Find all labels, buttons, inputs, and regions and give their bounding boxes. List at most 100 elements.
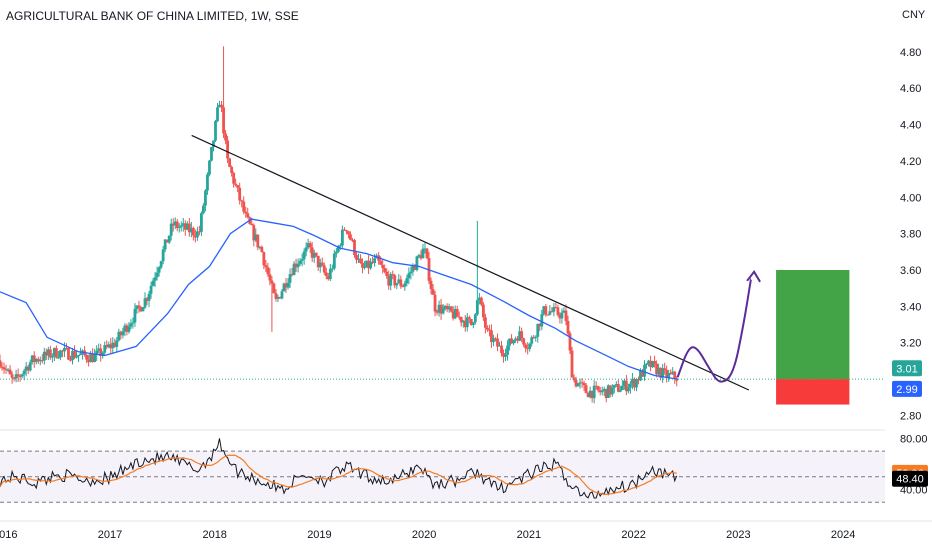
candle-body <box>556 307 560 315</box>
candle-body <box>401 286 405 288</box>
candle-body <box>381 264 385 269</box>
candle-body <box>139 307 143 312</box>
candle-body <box>42 351 46 361</box>
candle-body <box>10 374 14 378</box>
candle-body <box>71 350 74 361</box>
candle-body <box>520 331 524 339</box>
candle-body <box>338 245 342 247</box>
candle-body <box>177 226 181 229</box>
moving-average-line <box>0 218 678 380</box>
candle-body <box>54 348 58 358</box>
candle-body <box>578 382 582 384</box>
candle-body <box>224 133 227 141</box>
candle-body <box>441 308 445 314</box>
candle-body <box>40 359 44 361</box>
candle-body <box>387 276 391 286</box>
candle-body <box>624 380 628 392</box>
candle-body <box>200 213 203 232</box>
candle-body <box>606 385 610 399</box>
candle-body <box>115 340 119 347</box>
candle-body <box>61 350 64 352</box>
candle-body <box>439 304 443 314</box>
candle-body <box>437 304 441 313</box>
projection-curve[interactable] <box>676 278 752 383</box>
candle-body <box>552 307 556 312</box>
candle-body <box>423 248 427 250</box>
candle-body <box>347 231 350 235</box>
candle-body <box>0 366 4 368</box>
candle-body <box>28 362 32 371</box>
candle-body <box>44 351 48 356</box>
price-axis-tick: 4.00 <box>900 192 921 204</box>
candle-body <box>202 205 205 214</box>
position-profit-zone[interactable] <box>776 270 850 380</box>
candle-body <box>183 223 187 230</box>
candle-body <box>254 234 258 241</box>
candle-body <box>500 345 503 354</box>
candle-body <box>204 190 207 206</box>
candle-body <box>133 308 137 323</box>
candle-body <box>278 297 282 299</box>
candle-body <box>218 104 221 108</box>
candle-body <box>502 353 505 357</box>
candle-body <box>340 229 344 246</box>
candle-body <box>123 325 127 332</box>
candle-body <box>345 230 348 232</box>
candle-body <box>584 385 588 394</box>
price-axis-tick: 3.20 <box>900 338 921 350</box>
candle-body <box>57 357 60 359</box>
candle-body <box>12 377 16 379</box>
candle-body <box>631 379 634 384</box>
candle-body <box>546 314 550 316</box>
candle-body <box>413 265 417 270</box>
price-axis-tick: 2.80 <box>900 410 921 422</box>
candle-body <box>475 300 479 315</box>
trendline[interactable] <box>191 134 750 391</box>
date-axis-label: 2018 <box>202 529 226 541</box>
candle-body <box>149 285 153 294</box>
candle-body <box>492 338 495 343</box>
candle-body <box>620 385 624 391</box>
candle-body <box>574 379 578 387</box>
candle-body <box>508 338 511 346</box>
candle-body <box>618 390 622 392</box>
candle-body <box>79 353 82 356</box>
candle-body <box>334 251 338 254</box>
candle-body <box>479 297 483 305</box>
candle-body <box>165 239 169 243</box>
candle-body <box>16 374 20 377</box>
candle-body <box>336 245 340 252</box>
price-label-badge <box>892 360 922 377</box>
candle-body <box>477 297 481 301</box>
candle-body <box>643 364 646 377</box>
candle-body <box>105 345 109 348</box>
candle-body <box>385 271 389 277</box>
candle-body <box>89 354 93 363</box>
candle-body <box>496 338 499 347</box>
candle-body <box>30 355 34 363</box>
position-loss-zone[interactable] <box>776 379 850 405</box>
candle-body <box>463 320 467 328</box>
candle-body <box>536 323 540 337</box>
candle-body <box>73 350 76 358</box>
candle-body <box>417 255 421 257</box>
candle-body <box>274 293 278 299</box>
candle-body <box>296 263 300 268</box>
candle-body <box>155 272 159 278</box>
candle-body <box>109 344 113 349</box>
candle-body <box>67 347 70 360</box>
candle-body <box>604 388 608 399</box>
candle-body <box>262 252 266 266</box>
candle-body <box>276 297 280 299</box>
candle-body <box>173 221 177 226</box>
candle-body <box>167 235 171 243</box>
candle-body <box>117 331 121 341</box>
candle-body <box>635 378 638 388</box>
candle-body <box>308 243 312 248</box>
candle-body <box>171 223 175 226</box>
candle-body <box>216 107 219 122</box>
candle-body <box>8 369 12 375</box>
rsi-label-badge <box>892 470 928 487</box>
candle-body <box>510 338 513 344</box>
